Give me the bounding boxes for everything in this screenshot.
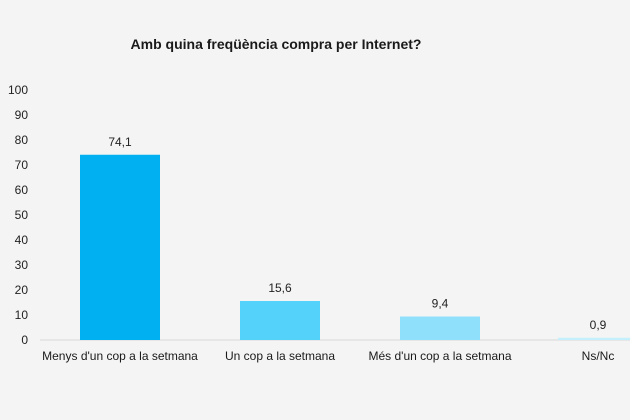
- chart-title: Amb quina freqüència compra per Internet…: [130, 36, 422, 52]
- y-tick-label: 0: [21, 333, 28, 347]
- x-category-label: Més d'un cop a la setmana: [368, 349, 511, 363]
- bar: [240, 301, 320, 340]
- x-category-label: Menys d'un cop a la setmana: [42, 349, 198, 363]
- y-tick-label: 20: [15, 283, 29, 297]
- y-tick-label: 100: [8, 83, 28, 97]
- data-label: 74,1: [108, 135, 132, 149]
- data-label: 15,6: [268, 281, 292, 295]
- y-tick-label: 70: [15, 158, 29, 172]
- data-label: 0,9: [590, 318, 607, 332]
- y-tick-label: 90: [15, 108, 29, 122]
- y-tick-label: 80: [15, 133, 29, 147]
- x-category-label: Ns/Nc: [582, 349, 615, 363]
- y-tick-label: 40: [15, 233, 29, 247]
- y-tick-label: 60: [15, 183, 29, 197]
- x-category-label: Un cop a la setmana: [225, 349, 335, 363]
- data-label: 9,4: [432, 297, 449, 311]
- y-tick-label: 50: [15, 208, 29, 222]
- y-tick-label: 10: [15, 308, 29, 322]
- bar: [558, 337, 630, 340]
- bar: [80, 154, 160, 340]
- bar: [400, 316, 480, 340]
- y-tick-label: 30: [15, 258, 29, 272]
